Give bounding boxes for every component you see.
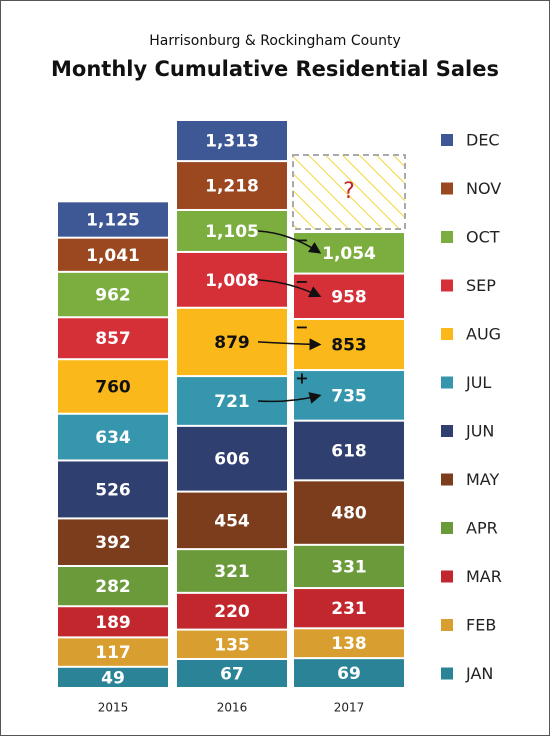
data-label: 69 [337,664,361,684]
legend-swatch [441,619,453,631]
change-mark: − [295,231,308,250]
placeholder-label: ? [343,179,355,204]
data-label: 853 [331,336,367,356]
data-label: 1,054 [322,244,376,264]
legend-swatch [441,376,453,389]
data-label: 1,008 [205,271,259,291]
data-label: 67 [220,665,244,685]
change-arrow [257,230,322,254]
legend-swatch [441,328,453,340]
legend-swatch [441,134,453,146]
legend-label: OCT [466,228,500,247]
chart-subtitle: Harrisonburg & Rockingham County [149,33,401,49]
data-label: 634 [95,428,131,448]
change-arrow [257,392,322,404]
data-label: 331 [331,557,367,577]
legend-label: APR [466,519,498,538]
change-arrow [257,338,322,351]
data-label: 1,218 [205,177,259,197]
x-tick-label: 2017 [334,701,365,715]
data-label: 282 [95,577,131,597]
data-label: 857 [95,329,131,349]
data-label: 480 [331,504,367,524]
data-label: 879 [214,333,250,353]
legend-label: SEP [466,276,496,295]
legend-label: DEC [466,131,500,150]
data-label: 49 [101,668,125,688]
bar-segment [175,658,289,689]
legend-swatch [441,182,453,195]
x-tick-label: 2015 [98,701,129,715]
data-label: 606 [214,450,250,470]
bar-segment [292,657,406,690]
data-label: 138 [331,634,367,654]
legend-label: NOV [466,179,501,198]
data-label: 721 [214,392,250,412]
chart-title: Monthly Cumulative Residential Sales [51,57,499,81]
bar-segment [56,665,170,689]
legend-swatch [441,231,453,243]
change-mark: − [295,317,308,336]
legend-label: FEB [466,616,496,635]
legend-swatch [441,279,453,292]
change-mark: + [295,369,308,388]
legend-label: MAY [466,470,500,489]
data-label: 618 [331,442,367,462]
data-label: 962 [95,286,131,306]
legend-swatch [441,425,453,437]
change-arrow [257,279,322,298]
data-label: 135 [214,635,250,655]
data-label: 526 [95,480,131,500]
data-label: 220 [214,602,250,622]
change-mark: − [295,272,308,291]
data-label: 117 [95,643,131,663]
legend-swatch [441,570,453,583]
data-label: 392 [95,533,131,553]
data-label: 735 [331,386,367,406]
data-label: 454 [214,511,250,531]
data-label: 760 [95,377,131,397]
placeholder-box [292,154,406,231]
data-label: 1,125 [86,210,140,230]
legend-swatch [441,522,453,534]
data-label: 189 [95,613,131,633]
data-label: 321 [214,562,250,582]
legend-label: AUG [466,325,501,344]
data-label: 958 [331,287,367,307]
legend-swatch [441,667,453,680]
legend-label: JUN [465,422,494,441]
data-label: 1,105 [205,222,259,242]
legend-label: MAR [466,567,502,586]
legend-label: JUL [465,373,491,392]
x-tick-label: 2016 [217,701,248,715]
data-label: 1,041 [86,246,140,266]
data-label: 1,313 [205,132,259,152]
legend-label: JAN [465,664,493,683]
data-label: 231 [331,599,367,619]
legend-swatch [441,473,453,486]
